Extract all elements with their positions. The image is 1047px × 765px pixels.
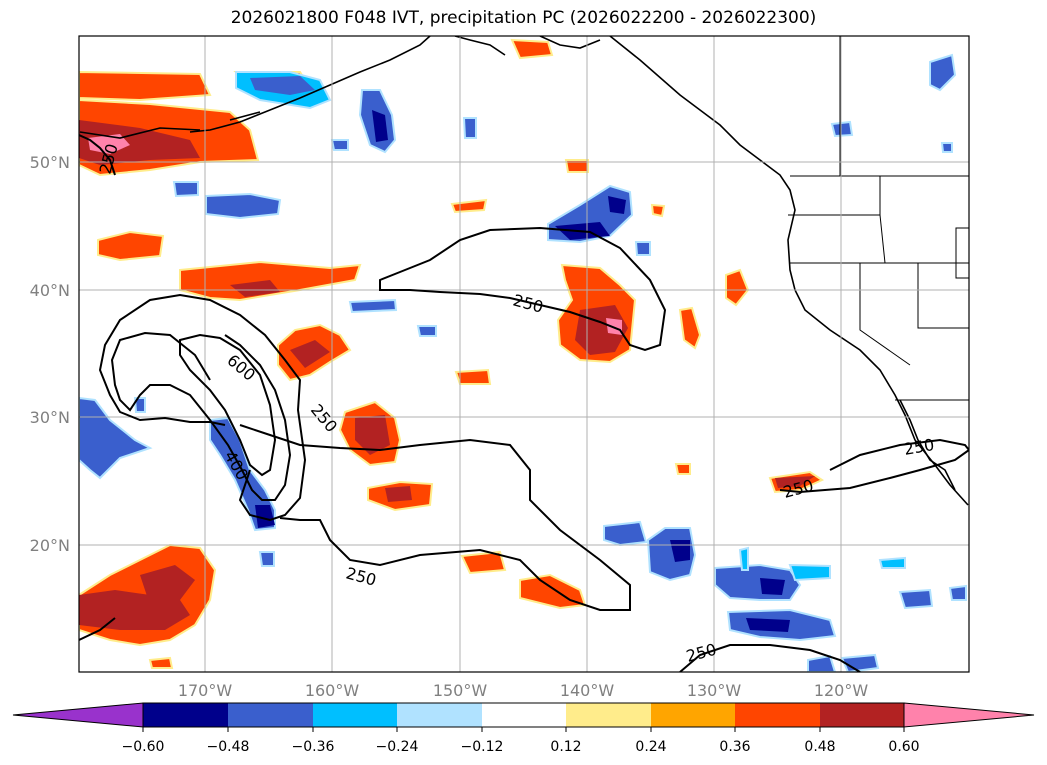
lat-label: 50°N <box>30 153 70 172</box>
anomaly-blob <box>634 241 651 256</box>
anomaly-blob <box>348 298 398 314</box>
anomaly-blob <box>830 120 854 138</box>
colorbar-segment <box>566 703 651 727</box>
anomaly-blob <box>133 397 146 413</box>
anomaly-blob <box>258 551 275 567</box>
colorbar-tick-label: −0.24 <box>376 739 419 755</box>
colorbar-segment <box>820 703 904 727</box>
latitude-labels: 50°N 40°N 30°N 20°N <box>30 153 70 555</box>
contour-250-main <box>379 226 667 352</box>
anomaly-blob <box>454 368 492 385</box>
contour-250-east <box>779 438 969 494</box>
anomaly-blob <box>172 181 199 198</box>
lat-label: 20°N <box>30 536 70 555</box>
colorbar-tick-label: −0.48 <box>207 739 250 755</box>
anomaly-blob <box>608 196 626 214</box>
anomaly-blob <box>929 53 957 92</box>
anomaly-blob <box>898 588 934 610</box>
anomaly-blob <box>948 584 967 601</box>
contour-250-nw <box>79 134 116 176</box>
colorbar-segment <box>397 703 482 727</box>
anomaly-blob <box>603 520 648 547</box>
colorbar-tick-label: −0.12 <box>461 739 504 755</box>
contour-250-arc <box>239 424 631 611</box>
anomaly-blob <box>372 110 388 142</box>
lon-label: 150°W <box>433 681 488 700</box>
anomaly-blob <box>330 139 349 151</box>
contour-250-sw <box>79 617 116 641</box>
lat-label: 40°N <box>30 281 70 300</box>
anomaly-blob <box>878 556 906 569</box>
colorbar-segment <box>143 703 228 727</box>
anomaly-blob <box>140 565 195 605</box>
anomaly-blob <box>725 268 750 307</box>
colorbar-extend-low <box>12 702 144 728</box>
anomaly-blob <box>940 142 953 153</box>
negative-anomaly-regions <box>79 53 967 672</box>
map-frame <box>78 35 970 673</box>
anomaly-blob <box>510 38 554 60</box>
anomaly-blob <box>385 486 412 502</box>
lon-label: 120°W <box>814 681 869 700</box>
anomaly-blob <box>606 318 622 335</box>
anomaly-blob <box>788 563 831 582</box>
colorbar-extend-high <box>903 702 1035 728</box>
colorbar-frame <box>142 702 905 728</box>
anomaly-blob <box>760 578 785 595</box>
anomaly-blob <box>746 618 790 632</box>
anomaly-blob <box>416 325 437 337</box>
anomaly-blob <box>79 70 212 102</box>
anomaly-blob <box>462 117 477 139</box>
anomaly-blob <box>678 306 702 350</box>
map-gridlines <box>79 36 969 672</box>
anomaly-blob <box>230 280 280 297</box>
anomaly-blob <box>775 476 815 488</box>
anomaly-blob <box>714 563 802 601</box>
anomaly-blob <box>674 463 691 475</box>
colorbar-tick-label: 0.48 <box>804 739 835 755</box>
political-borders <box>788 36 969 401</box>
anomaly-blob <box>460 550 507 575</box>
anomaly-blob <box>205 192 282 220</box>
colorbar-tick-label: 0.24 <box>635 739 666 755</box>
contour-250-south <box>679 644 861 672</box>
colorbar-ticks <box>142 727 905 732</box>
ivt-contours <box>79 134 969 672</box>
anomaly-blob <box>79 396 153 480</box>
contour-600 <box>179 333 277 477</box>
anomaly-blob <box>564 159 589 173</box>
anomaly-blob <box>255 505 275 528</box>
lon-label: 140°W <box>560 681 615 700</box>
colorbar-segment <box>735 703 820 727</box>
colorbar-tick-label: −0.60 <box>122 739 165 755</box>
longitude-labels: 170°W 160°W 150°W 140°W 130°W 120°W <box>178 681 869 700</box>
colorbar-tick-label: 0.60 <box>888 739 919 755</box>
anomaly-blob <box>355 415 390 455</box>
colorbar-tick-label: 0.12 <box>550 739 581 755</box>
contour-250-arc-inner <box>98 293 307 522</box>
anomaly-blob <box>290 340 330 368</box>
anomaly-blob <box>807 654 837 672</box>
anomaly-blob <box>148 656 174 669</box>
anomaly-blob <box>250 76 315 95</box>
colorbar-tick-label: −0.36 <box>292 739 335 755</box>
lat-label: 30°N <box>30 408 70 427</box>
anomaly-blob <box>97 230 165 262</box>
colorbar-tick-label: 0.36 <box>719 739 750 755</box>
lon-label: 170°W <box>178 681 233 700</box>
lon-label: 160°W <box>305 681 360 700</box>
contour-400 <box>110 331 292 501</box>
anomaly-blob <box>650 203 666 218</box>
anomaly-blob <box>738 546 749 571</box>
map-title: 2026021800 F048 IVT, precipitation PC (2… <box>230 8 817 28</box>
colorbar-segment <box>482 703 566 727</box>
colorbar: −0.60 −0.48 −0.36 −0.24 −0.12 0.12 0.24 … <box>12 702 1035 755</box>
colorbar-segment <box>651 703 735 727</box>
anomaly-blob <box>88 134 130 154</box>
colorbar-segment <box>313 703 397 727</box>
colorbar-segment <box>228 703 313 727</box>
lon-label: 130°W <box>687 681 742 700</box>
